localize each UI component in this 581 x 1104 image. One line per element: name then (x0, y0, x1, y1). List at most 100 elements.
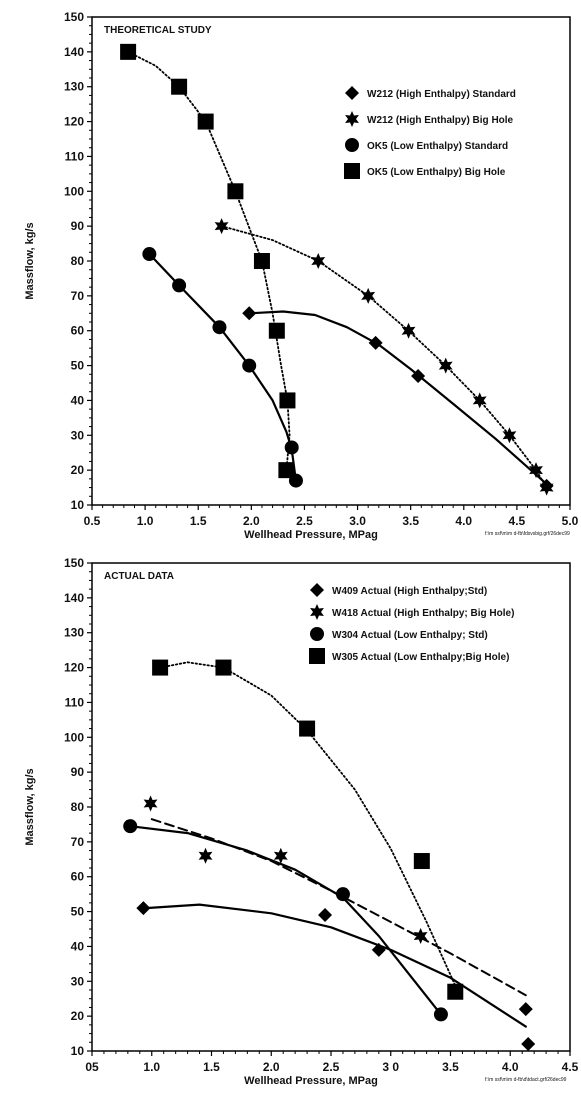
x-tick-label: 05 (85, 1060, 99, 1074)
x-tick-label: 3.0 (349, 514, 366, 528)
data-point-diamond (518, 1002, 533, 1017)
data-point-square (299, 720, 316, 737)
data-point-star (214, 218, 229, 235)
data-point-square (120, 43, 137, 60)
data-point-star (472, 392, 487, 409)
x-tick-label: 1.0 (143, 1060, 160, 1074)
y-tick-label: 70 (71, 289, 85, 303)
data-point-star (401, 322, 416, 339)
data-point-star (529, 462, 543, 479)
legend-label: W212 (High Enthalpy) Big Hole (367, 115, 514, 126)
x-tick-label: 2.5 (296, 514, 313, 528)
data-point-square (447, 983, 464, 1000)
data-point-diamond (371, 942, 386, 957)
legend-marker-star (310, 604, 324, 620)
chart-panel-1: 0.5 1.0 1.5 2.0 2.5 3.0 3.5 4.0 4.5 5.0 10 20 30 40 50… (24, 10, 579, 541)
y-tick-label: 30 (71, 974, 85, 988)
x-tick-label: 4.5 (562, 1060, 579, 1074)
legend-marker-circle (310, 627, 324, 641)
legend-marker-diamond (310, 583, 324, 597)
data-point-diamond (318, 908, 333, 923)
y-tick-label: 130 (64, 626, 84, 640)
legend-marker-square (309, 648, 325, 664)
data-point-square (413, 853, 430, 870)
data-point-star (502, 427, 517, 444)
series-line-2 (150, 818, 527, 997)
data-point-diamond (368, 335, 383, 350)
y-tick-label: 10 (71, 498, 85, 512)
legend-label: W305 Actual (Low Enthalpy;Big Hole) (332, 652, 509, 663)
data-point-circle (242, 358, 257, 373)
y-tick-label: 120 (64, 661, 84, 675)
y-tick-label: 40 (71, 393, 85, 407)
y-tick-label: 80 (71, 254, 85, 268)
legend-label: W409 Actual (High Enthalpy;Std) (332, 586, 487, 597)
legend-marker-square (344, 163, 360, 179)
data-point-diamond (136, 901, 151, 916)
chart-title: ACTUAL DATA (104, 571, 174, 582)
y-tick-label: 110 (65, 695, 85, 709)
legend-marker-diamond (345, 86, 359, 100)
x-tick-label: 1.5 (190, 514, 207, 528)
y-tick-label: 50 (71, 905, 85, 919)
legend-marker-star (345, 111, 359, 127)
data-point-star (361, 287, 376, 304)
y-tick-label: 20 (71, 1009, 85, 1023)
data-point-square (279, 392, 296, 409)
data-point-circle (284, 440, 299, 455)
file-footnote: f:\m ssf\m\m d-fb\fdsvsbig.grf/26dec99 (485, 531, 570, 537)
data-point-diamond (411, 369, 426, 384)
file-footnote: f:\m ssf\m\m d-fb\d\tdact.grf/26dec99 (485, 1077, 567, 1083)
data-point-diamond (521, 1037, 536, 1052)
data-point-square (268, 322, 285, 339)
x-tick-label: 4.0 (502, 1060, 519, 1074)
data-point-square (278, 462, 295, 479)
data-point-star (311, 253, 326, 269)
y-tick-label: 50 (71, 359, 85, 373)
legend-label: W418 Actual (High Enthalpy; Big Hole) (332, 608, 514, 619)
series-line-3 (129, 825, 442, 1016)
data-point-circle (433, 1007, 448, 1022)
data-point-star (198, 847, 213, 864)
data-point-circle (172, 278, 187, 293)
y-tick-label: 60 (71, 324, 85, 338)
y-tick-label: 100 (64, 184, 84, 198)
data-point-star (539, 479, 554, 496)
data-point-square (227, 183, 244, 200)
x-tick-label: 2.5 (323, 1060, 340, 1074)
y-tick-label: 40 (71, 939, 85, 953)
x-tick-label: 2.0 (263, 1060, 280, 1074)
x-tick-label: 3.5 (442, 1060, 459, 1074)
data-point-square (171, 78, 188, 95)
series-line-1 (144, 903, 527, 1028)
y-tick-label: 60 (71, 870, 85, 884)
data-point-circle (123, 819, 138, 834)
x-tick-label: 3.5 (402, 514, 419, 528)
y-tick-label: 10 (71, 1044, 85, 1058)
data-point-diamond (242, 306, 257, 321)
data-point-star (273, 847, 288, 864)
series-line-4 (159, 661, 458, 990)
legend: W409 Actual (High Enthalpy;Std) W418 Actu… (309, 583, 514, 664)
y-tick-label: 100 (64, 730, 84, 744)
y-tick-label: 80 (71, 800, 85, 814)
legend-label: OK5 (Low Enthalpy) Big Hole (367, 167, 506, 178)
data-point-circle (335, 887, 350, 902)
data-point-square (152, 659, 169, 676)
data-point-circle (142, 247, 157, 262)
chart-title: THEORETICAL STUDY (104, 25, 212, 36)
y-tick-label: 110 (65, 149, 85, 163)
legend-marker-circle (345, 138, 359, 152)
y-tick-label: 90 (71, 765, 85, 779)
data-point-star (143, 795, 158, 812)
plot-frame (91, 562, 571, 1052)
x-tick-label: 1.5 (203, 1060, 220, 1074)
y-tick-label: 70 (71, 835, 85, 849)
y-tick-label: 20 (71, 463, 85, 477)
y-tick-label: 150 (64, 10, 84, 24)
y-tick-label: 90 (71, 219, 85, 233)
y-tick-label: 30 (71, 428, 85, 442)
x-tick-label: 4.0 (455, 514, 472, 528)
data-point-square (215, 659, 232, 676)
